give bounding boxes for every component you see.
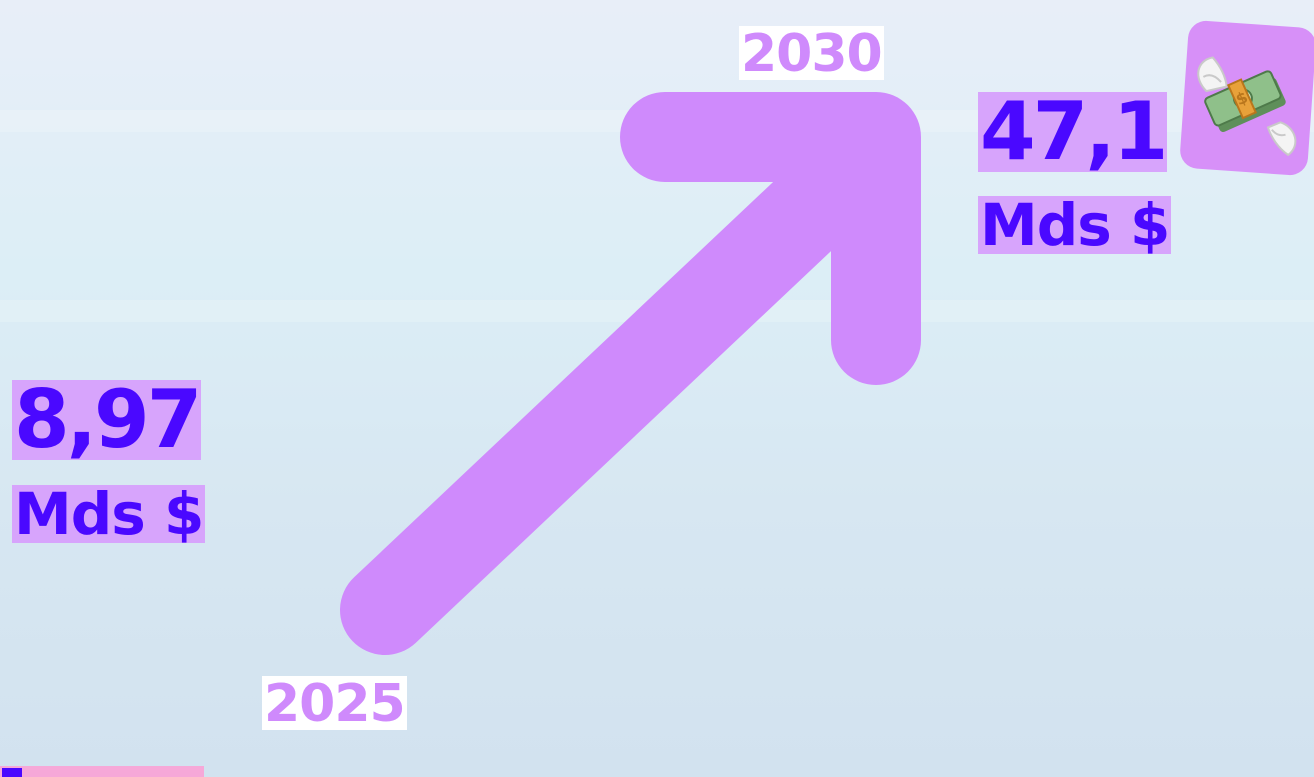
end-unit: Mds $ [978, 191, 1172, 259]
arrow-shaft [340, 115, 907, 655]
start-value: 8,97 [12, 373, 202, 466]
start-unit: Mds $ [12, 480, 206, 548]
arrow-head [620, 92, 921, 385]
start-year: 2025 [262, 674, 407, 734]
next-item-highlight [0, 766, 204, 777]
money-with-wings-icon: $ [1178, 19, 1314, 177]
end-value: 47,1 [978, 85, 1168, 178]
next-item-text-fragment [2, 768, 22, 777]
end-year: 2030 [739, 24, 884, 84]
